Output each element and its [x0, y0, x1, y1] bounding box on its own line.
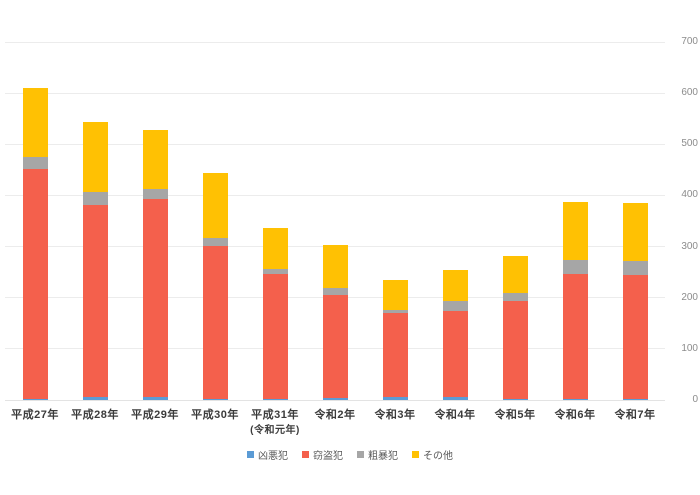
- segment-その他: [262, 227, 288, 269]
- segment-粗暴犯: [82, 191, 108, 205]
- segment-その他: [322, 245, 348, 289]
- x-label-令和5年: 令和5年: [494, 409, 536, 421]
- bar-令和4年: [442, 269, 468, 400]
- segment-その他: [622, 202, 648, 262]
- legend-item-凶悪犯: 凶悪犯: [247, 447, 288, 462]
- segment-窃盗犯: [262, 273, 288, 399]
- legend-swatch-icon: [247, 451, 254, 458]
- segment-その他: [202, 173, 228, 239]
- segment-粗暴犯: [142, 188, 168, 200]
- y-tick-label-300: 300: [681, 240, 698, 252]
- segment-その他: [502, 255, 528, 294]
- bar-令和2年: [322, 245, 348, 400]
- bar-平成29年: [142, 129, 168, 400]
- segment-粗暴犯: [562, 260, 588, 274]
- legend: 凶悪犯 窃盗犯 粗暴犯 その他: [0, 447, 700, 462]
- y-tick-label-500: 500: [681, 138, 698, 150]
- x-sublabel: (令和元年): [250, 425, 300, 436]
- segment-凶悪犯: [502, 398, 528, 400]
- segment-窃盗犯: [22, 168, 48, 399]
- segment-粗暴犯: [322, 288, 348, 296]
- segment-窃盗犯: [142, 199, 168, 398]
- segment-粗暴犯: [442, 301, 468, 311]
- segment-凶悪犯: [82, 397, 108, 400]
- segment-窃盗犯: [442, 310, 468, 398]
- y-tick-label-200: 200: [681, 291, 698, 303]
- y-tick-label-600: 600: [681, 87, 698, 99]
- legend-label: その他: [423, 451, 453, 462]
- bar-平成28年: [82, 121, 108, 400]
- legend-item-粗暴犯: 粗暴犯: [357, 447, 398, 462]
- segment-その他: [442, 269, 468, 302]
- segment-凶悪犯: [622, 398, 648, 400]
- bar-令和5年: [502, 255, 528, 400]
- y-tick-label-100: 100: [681, 342, 698, 354]
- x-label-令和7年: 令和7年: [614, 409, 656, 421]
- segment-その他: [142, 129, 168, 189]
- gridline-700: [5, 41, 665, 43]
- y-tick-label-400: 400: [681, 189, 698, 201]
- x-label-平成30年: 平成30年: [191, 409, 239, 421]
- x-label-令和2年: 令和2年: [314, 409, 356, 421]
- segment-窃盗犯: [202, 246, 228, 399]
- gridline-0: [5, 399, 665, 401]
- bar-令和6年: [562, 202, 588, 400]
- segment-窃盗犯: [82, 204, 108, 398]
- segment-粗暴犯: [502, 293, 528, 302]
- segment-粗暴犯: [202, 238, 228, 247]
- gridline-400: [5, 194, 665, 196]
- segment-その他: [82, 121, 108, 192]
- segment-その他: [382, 280, 408, 310]
- segment-凶悪犯: [142, 397, 168, 400]
- segment-窃盗犯: [322, 295, 348, 399]
- y-tick-label-700: 700: [681, 36, 698, 47]
- segment-凶悪犯: [562, 398, 588, 400]
- segment-窃盗犯: [562, 273, 588, 399]
- legend-label: 粗暴犯: [368, 451, 398, 462]
- x-label-平成29年: 平成29年: [131, 409, 179, 421]
- bar-令和7年: [622, 202, 648, 400]
- bar-平成30年: [202, 173, 228, 400]
- gridline-600: [5, 92, 665, 94]
- legend-swatch-icon: [357, 451, 364, 458]
- x-label-令和3年: 令和3年: [374, 409, 416, 421]
- legend-swatch-icon: [412, 451, 419, 458]
- y-tick-label-0: 0: [692, 394, 698, 405]
- legend-label: 凶悪犯: [258, 451, 288, 462]
- segment-粗暴犯: [262, 268, 288, 274]
- segment-窃盗犯: [622, 275, 648, 399]
- x-label-平成31年: 平成31年 (令和元年): [230, 409, 320, 437]
- segment-凶悪犯: [202, 398, 228, 400]
- segment-粗暴犯: [622, 261, 648, 276]
- segment-凶悪犯: [262, 398, 288, 400]
- segment-窃盗犯: [382, 312, 408, 398]
- legend-label: 窃盗犯: [313, 451, 343, 462]
- bar-令和3年: [382, 280, 408, 400]
- bar-平成31年: [262, 227, 288, 400]
- segment-窃盗犯: [502, 301, 528, 399]
- segment-凶悪犯: [22, 398, 48, 400]
- segment-凶悪犯: [382, 397, 408, 400]
- segment-その他: [22, 87, 48, 157]
- x-label-令和4年: 令和4年: [434, 409, 476, 421]
- segment-粗暴犯: [22, 156, 48, 169]
- segment-凶悪犯: [442, 397, 468, 400]
- legend-swatch-icon: [302, 451, 309, 458]
- x-label-平成28年: 平成28年: [71, 409, 119, 421]
- segment-凶悪犯: [322, 398, 348, 400]
- bar-平成27年: [22, 87, 48, 400]
- x-label-令和6年: 令和6年: [554, 409, 596, 421]
- gridline-500: [5, 143, 665, 145]
- legend-item-窃盗犯: 窃盗犯: [302, 447, 343, 462]
- segment-粗暴犯: [382, 309, 408, 313]
- legend-item-その他: その他: [412, 447, 453, 462]
- segment-その他: [562, 202, 588, 261]
- x-label-平成27年: 平成27年: [11, 409, 59, 421]
